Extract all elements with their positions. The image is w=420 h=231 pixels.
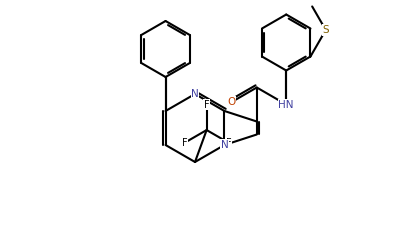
Text: F: F <box>226 138 231 148</box>
Text: HN: HN <box>278 100 294 109</box>
Text: N: N <box>220 140 228 150</box>
Text: N: N <box>191 89 199 99</box>
Text: F: F <box>182 138 187 148</box>
Text: F: F <box>204 100 210 109</box>
Text: S: S <box>323 25 329 35</box>
Text: O: O <box>228 97 236 107</box>
